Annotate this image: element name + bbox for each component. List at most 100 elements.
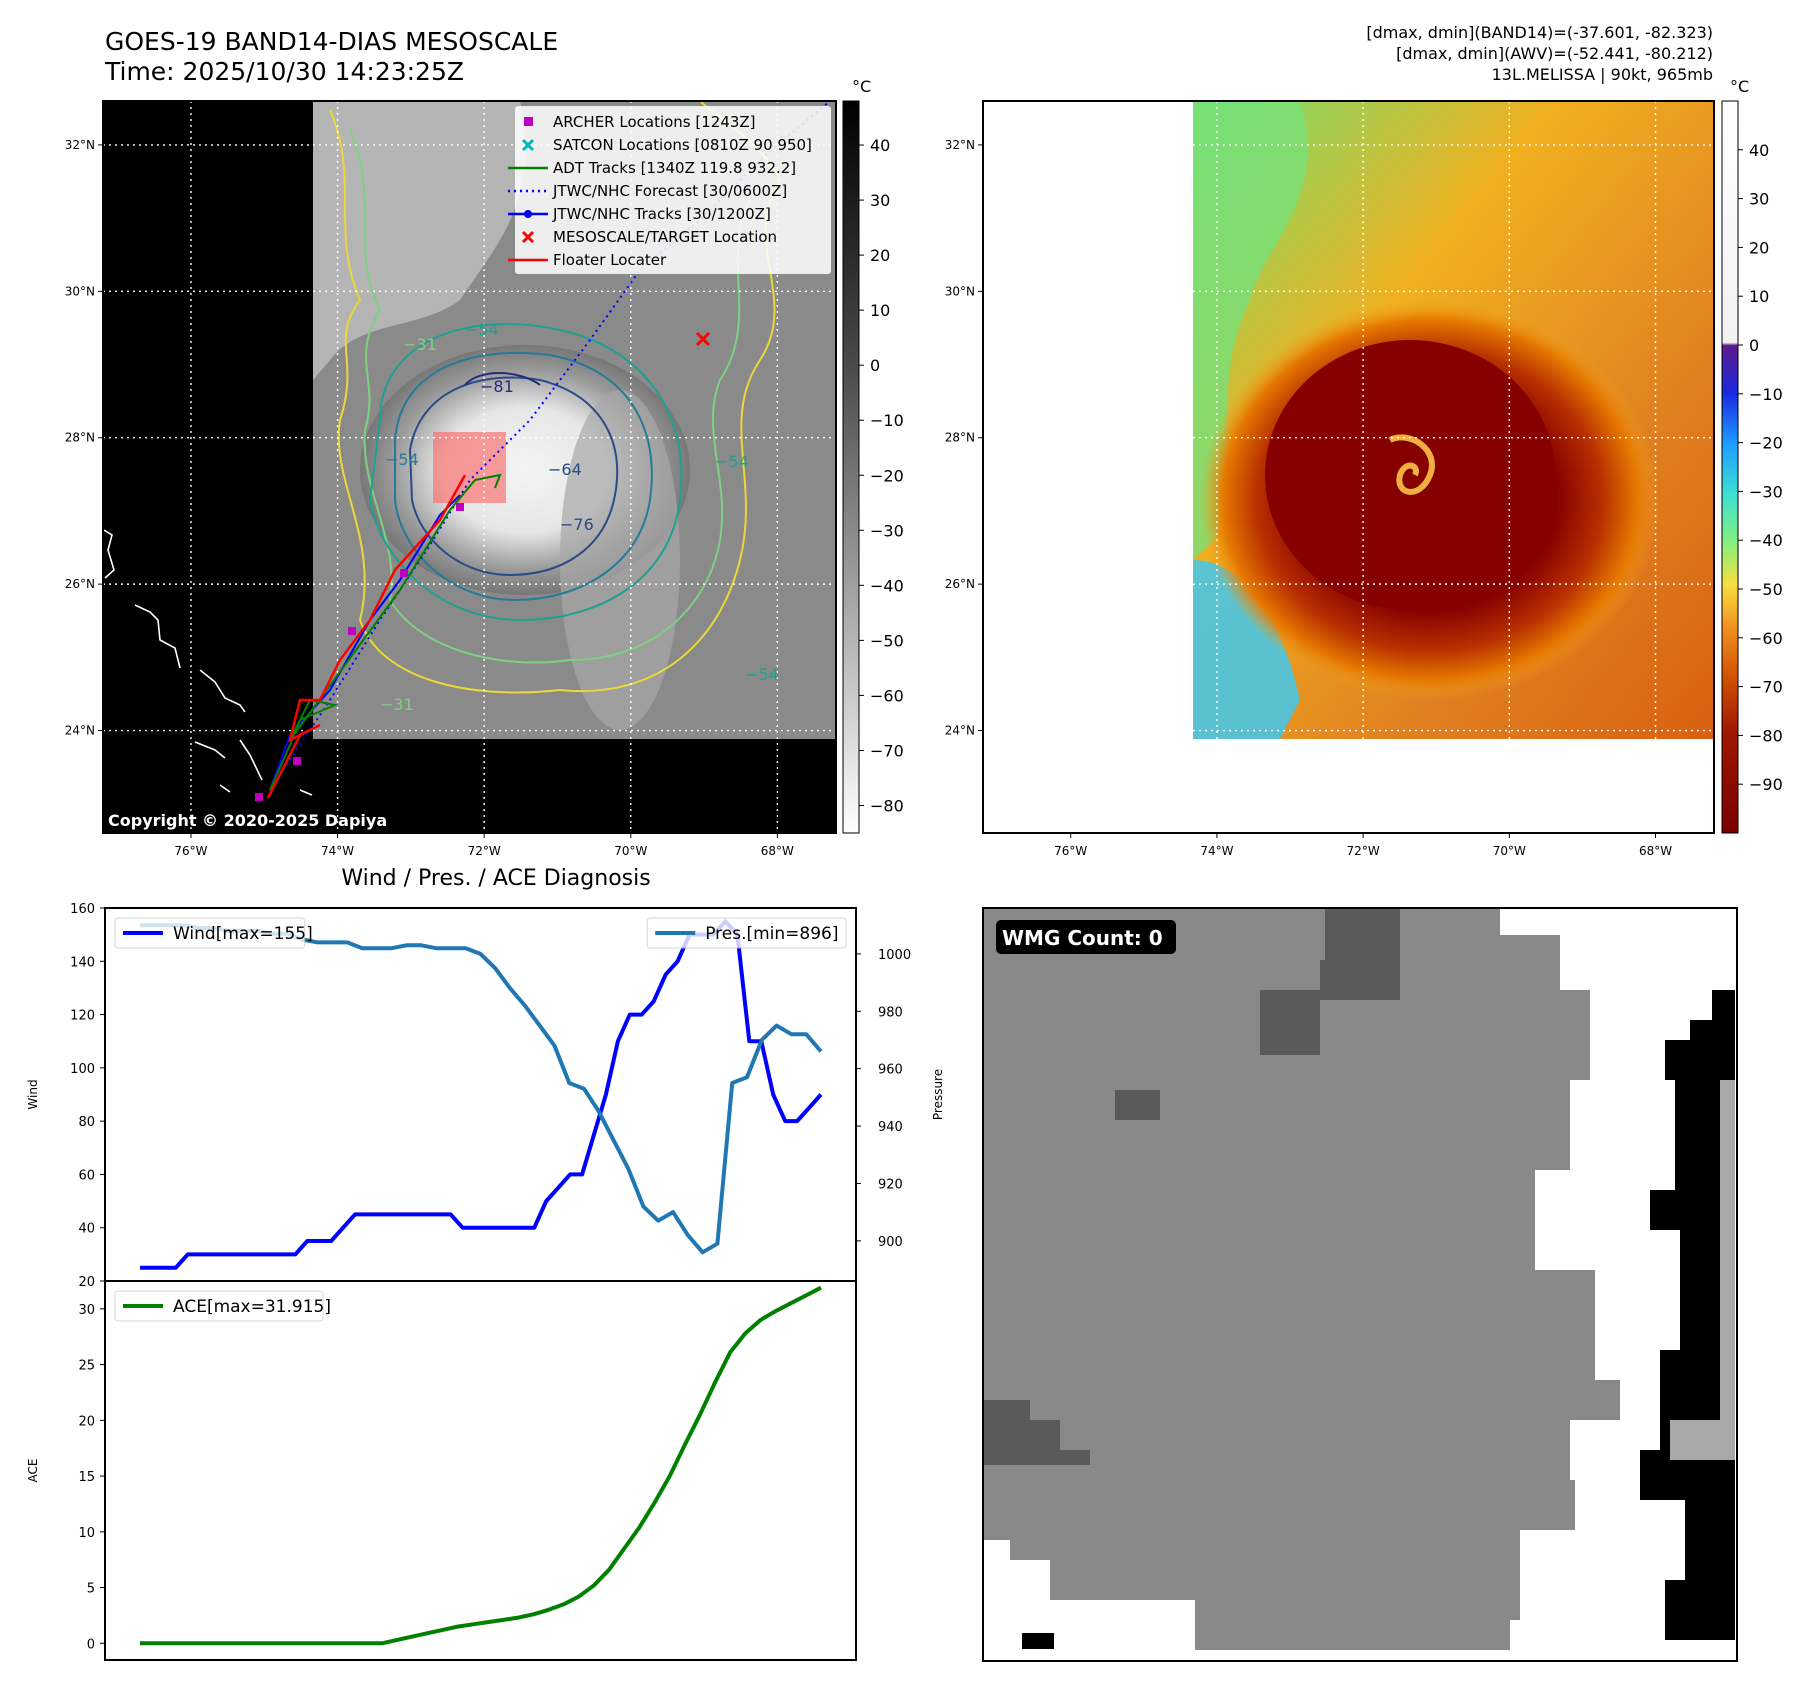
- colorbar-tick-label: 30: [870, 191, 890, 210]
- wmg-black-region: [1640, 990, 1735, 1640]
- map-ticks-right: 76°W 74°W 72°W 70°W 68°W 32°N 30°N 28°N 26°N 24°N: [945, 138, 1672, 858]
- y-tick-label: 15: [78, 1470, 95, 1485]
- lon-tick-label: 76°W: [1054, 844, 1087, 858]
- lon-tick-label: 74°W: [321, 844, 354, 858]
- y-tick-label: 20: [78, 1414, 95, 1429]
- legend-marker: [521, 230, 535, 244]
- contour-label: −54: [745, 665, 779, 684]
- colorbar-tick-label: −80: [1749, 726, 1783, 745]
- chart-legend-box: [114, 917, 306, 949]
- legend-label: JTWC/NHC Tracks [30/1200Z]: [552, 205, 771, 223]
- chart-legend-label: Wind[max=155]: [173, 924, 313, 944]
- wmg-light-region: [1670, 1080, 1735, 1460]
- colorbar-tick-label: 0: [870, 356, 880, 375]
- lat-tick-label: 32°N: [945, 138, 975, 152]
- colorbar-tick-label: 10: [1749, 287, 1769, 306]
- coastlines: [103, 529, 313, 796]
- lon-tick-label: 76°W: [174, 844, 207, 858]
- lon-tick-label: 72°W: [1347, 844, 1380, 858]
- lat-tick-label: 24°N: [65, 724, 95, 738]
- contour-label: −76: [560, 515, 594, 534]
- colorbar-tick-label: −60: [870, 686, 904, 705]
- y-tick-label: 160: [70, 902, 95, 917]
- colorbar-right: °C 40 30 20 10 0 −10 −20 −30 −40 −50 −60 −70 −80 −90: [1721, 77, 1783, 834]
- lon-tick-label: 68°W: [1639, 844, 1672, 858]
- wmg-dark-region-1: [1320, 908, 1400, 1000]
- chart-legend-label: ACE[max=31.915]: [173, 1297, 331, 1317]
- wmg-dark-region-2: [1260, 990, 1320, 1055]
- wmg-count-label: WMG Count: 0: [1002, 926, 1163, 950]
- legend-marker-dot: [524, 210, 532, 218]
- legend-label: ARCHER Locations [1243Z]: [553, 113, 756, 131]
- colorbar-tick-label: −50: [1749, 580, 1783, 599]
- y-right-tick-label: 920: [878, 1177, 903, 1192]
- lon-tick-label: 68°W: [761, 844, 794, 858]
- colorbar-tick-label: −20: [870, 466, 904, 485]
- colorbar-tick-label: 10: [870, 301, 890, 320]
- info-storm: 13L.MELISSA | 90kt, 965mb: [1492, 65, 1713, 84]
- colorbar-tick-label: −40: [1749, 531, 1783, 550]
- floater-track: [266, 474, 467, 799]
- y-right-tick-label: 980: [878, 1005, 903, 1020]
- lat-tick-label: 30°N: [945, 284, 975, 298]
- chart-legend-box: [114, 1290, 324, 1322]
- legend-marker: [524, 117, 533, 126]
- cira-map-panel: [983, 101, 1714, 833]
- y-right-tick-label: 960: [878, 1063, 903, 1078]
- chart-legend-box: [646, 917, 847, 949]
- colorbar-tick-label: −30: [1749, 482, 1783, 501]
- legend-label: MESOSCALE/TARGET Location: [553, 228, 777, 246]
- chart-frame: [104, 1280, 857, 1661]
- wmg-frame: [982, 907, 1738, 1662]
- lon-tick-label: 70°W: [1493, 844, 1526, 858]
- y-tick-label: 100: [70, 1062, 95, 1077]
- contour-labels: −81 −64 −54 −76 −54 −54 −31 −54 −31: [380, 320, 779, 714]
- ace-chart: 0 5 10 15 20 25 30 ACE ACE[max=31.915]: [26, 1280, 857, 1661]
- chart-frame: [104, 907, 857, 1282]
- wmg-dark-region-4: [1115, 1090, 1160, 1120]
- lat-tick-label: 30°N: [65, 284, 95, 298]
- colorbar-left-unit: °C: [852, 77, 871, 96]
- figure-time: Time: 2025/10/30 14:23:25Z: [104, 57, 464, 86]
- y-right-tick-label: 1000: [878, 948, 911, 963]
- lon-tick-label: 70°W: [614, 844, 647, 858]
- y-tick-label: 80: [78, 1115, 95, 1130]
- colorbar-tick-label: −60: [1749, 629, 1783, 648]
- lon-tick-label: 74°W: [1200, 844, 1233, 858]
- y-tick-label: 0: [87, 1637, 95, 1652]
- colorbar-left-gradient: [842, 100, 860, 834]
- info-awv: [dmax, dmin](AWV)=(-52.441, -80.212): [1396, 44, 1713, 63]
- legend-label: JTWC/NHC Forecast [30/0600Z]: [552, 182, 787, 200]
- colorbar-tick-label: −10: [870, 411, 904, 430]
- map-frame-right: [982, 100, 1715, 834]
- y-tick-label: 20: [78, 1275, 95, 1290]
- cira-cdo: [1265, 340, 1555, 610]
- y-axis-label: Wind: [26, 1079, 40, 1109]
- colorbar-tick-label: 40: [870, 136, 890, 155]
- lon-tick-label: 72°W: [468, 844, 501, 858]
- cloud-band-north: [313, 101, 526, 380]
- lat-tick-label: 28°N: [945, 431, 975, 445]
- cira-cyan-region: [1193, 560, 1300, 739]
- colorbar-tick-label: 40: [1749, 141, 1769, 160]
- y-right-tick-label: 940: [878, 1120, 903, 1135]
- archer-points: [255, 503, 464, 801]
- colorbar-right-gradient: [1721, 100, 1739, 834]
- colorbar-tick-label: −90: [1749, 775, 1783, 794]
- figure-title: GOES-19 BAND14-DIAS MESOSCALE: [105, 27, 558, 56]
- info-band14: [dmax, dmin](BAND14)=(-37.601, -82.323): [1366, 23, 1713, 42]
- diagnosis-title: Wind / Pres. / ACE Diagnosis: [341, 866, 650, 891]
- y-tick-label: 25: [78, 1359, 95, 1374]
- map-frame-left: [102, 100, 837, 834]
- y-tick-label: 30: [78, 1303, 95, 1318]
- wmg-panel: WMG Count: 0: [982, 907, 1738, 1662]
- lat-tick-label: 24°N: [945, 724, 975, 738]
- wmg-dark-region-3: [983, 1400, 1090, 1465]
- y-right-tick-label: 900: [878, 1235, 903, 1250]
- contour-label: −31: [403, 335, 437, 354]
- y-tick-label: 5: [87, 1582, 95, 1597]
- copyright-label: Copyright © 2020-2025 Dapiya: [108, 811, 387, 830]
- y-tick-label: 140: [70, 955, 95, 970]
- contour-label: −54: [385, 450, 419, 469]
